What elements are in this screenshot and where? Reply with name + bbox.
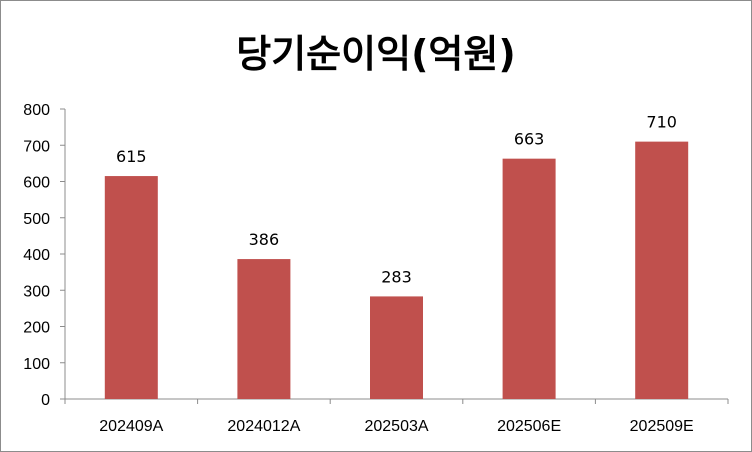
y-tick-label: 800 [23,102,50,119]
bar-202506E [502,158,556,399]
x-category-label: 202506E [497,418,561,435]
y-tick-label: 500 [23,211,50,228]
bar-202409A [104,176,158,399]
y-tick-label: 0 [41,392,50,409]
y-tick-label: 100 [23,356,50,373]
data-label: 663 [514,130,545,149]
axes: 0 100 200 300 400 500 600 700 800 202409A 2024012A… [23,102,729,435]
y-tick-label: 300 [23,283,50,300]
chart-title: 당기순이익(억원) [236,32,515,76]
x-category-label: 202409A [99,418,163,435]
data-label: 283 [381,267,412,286]
bar-202503A [370,296,423,399]
data-label: 710 [646,113,677,132]
y-tick-label: 400 [23,247,50,264]
data-label: 615 [116,147,147,166]
x-category-label: 202503A [364,418,428,435]
y-tick-label: 600 [23,175,50,192]
bar-2024012A [237,259,291,399]
x-category-label: 202509E [630,418,694,435]
y-tick-label: 700 [23,138,50,155]
y-tick-label: 200 [23,320,50,337]
x-category-label: 2024012A [227,418,300,435]
bars [104,141,689,399]
data-labels: 615 386 283 663 710 [116,113,677,287]
data-label: 386 [249,230,280,249]
bar-202509E [635,141,689,399]
